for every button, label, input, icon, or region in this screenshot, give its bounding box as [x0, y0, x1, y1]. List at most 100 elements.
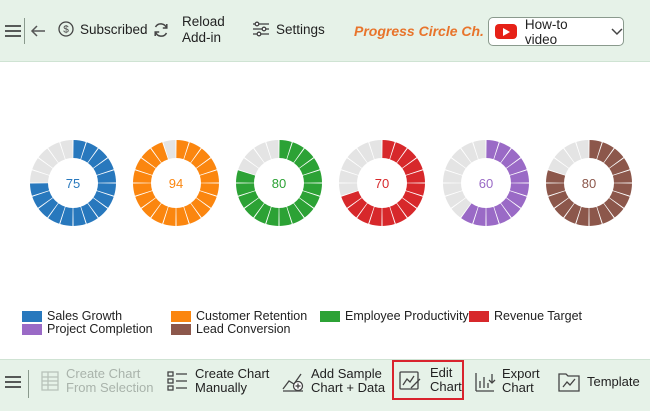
export-chart-line1: Export — [502, 366, 540, 381]
export-chart-button[interactable]: Export Chart — [474, 367, 540, 395]
ring-segment-filled — [81, 203, 98, 224]
add-sample-chart-button[interactable]: Add Sample Chart + Data — [281, 367, 385, 395]
ring-segment-filled — [461, 203, 478, 224]
svg-text:$: $ — [63, 25, 69, 36]
settings-button[interactable]: Settings — [252, 21, 325, 37]
ring-segment-filled — [603, 148, 624, 169]
ring-segment-filled — [609, 191, 630, 208]
ring-segment-filled — [500, 197, 521, 218]
toolbar-divider — [28, 370, 29, 398]
ring-segment-empty — [451, 148, 472, 169]
edit-chart-button[interactable]: Edit Chart — [392, 360, 464, 400]
ring-segment-filled — [486, 206, 499, 226]
ring-segment-filled — [96, 170, 116, 183]
ring-segment-filled — [48, 203, 65, 224]
ring-segment-filled — [402, 191, 423, 208]
create-manually-line2: Manually — [195, 380, 248, 395]
edit-chart-line2: Chart — [430, 379, 462, 394]
hamburger-icon[interactable] — [4, 22, 22, 40]
ring-segment-empty — [254, 142, 271, 163]
ring-value-label: 80 — [582, 176, 596, 191]
ring-segment-filled — [396, 148, 417, 169]
howto-video-dropdown[interactable]: How-to video — [488, 17, 624, 47]
ring-segment-empty — [443, 183, 463, 196]
ring-segment-filled — [60, 206, 73, 226]
settings-label: Settings — [276, 21, 325, 37]
arrow-left-icon[interactable] — [29, 22, 47, 40]
chart-add-icon — [282, 373, 304, 392]
template-button[interactable]: Template — [557, 371, 640, 393]
ring-segment-filled — [38, 197, 59, 218]
ring-segment-empty — [339, 183, 359, 196]
ring-segment-filled — [473, 206, 486, 226]
ring-segment-filled — [509, 170, 529, 183]
ring-segment-empty — [445, 191, 466, 208]
progress-circle-chart: 75 94 80 70 60 80 — [30, 140, 632, 226]
ring-segment-filled — [494, 142, 511, 163]
ring-segment-filled — [347, 197, 368, 218]
ring-segment-empty — [461, 142, 478, 163]
legend-item-employee-productivity: Employee Productivity — [320, 309, 469, 323]
ring-segment-filled — [597, 142, 614, 163]
legend-swatch — [171, 310, 191, 322]
ring-segment-filled — [486, 140, 499, 160]
ring-segment-filled — [184, 142, 201, 163]
ring-segment-empty — [266, 140, 279, 160]
ring-segment-filled — [500, 148, 521, 169]
reload-addin-button[interactable]: Reload Add-in — [152, 14, 226, 46]
create-manually-label: Create Chart Manually — [195, 367, 269, 395]
ring-segment-filled — [87, 148, 108, 169]
export-chart-line2: Chart — [502, 380, 534, 395]
dollar-circle-icon: $ — [58, 21, 74, 37]
legend-item-project-completion: Project Completion — [22, 322, 153, 336]
ring-segment-filled — [390, 142, 407, 163]
legend-swatch — [171, 323, 191, 335]
ring-segment-empty — [548, 158, 569, 175]
ring-segment-filled — [546, 183, 566, 196]
ring-segment-filled — [176, 206, 189, 226]
ring-segment-empty — [369, 140, 382, 160]
ring-segment-filled — [96, 183, 116, 196]
legend-swatch — [22, 310, 42, 322]
ring-segment-filled — [302, 170, 322, 183]
ring-segment-filled — [293, 197, 314, 218]
toolbar-divider — [24, 18, 25, 44]
ring-segment-filled — [151, 142, 168, 163]
ring-value-label: 94 — [169, 176, 183, 191]
ring-segment-empty — [163, 140, 176, 160]
ring-segment-filled — [93, 158, 114, 175]
template-icon — [558, 373, 580, 392]
ring-segment-empty — [445, 158, 466, 175]
ring-segment-filled — [32, 191, 53, 208]
create-chart-from-selection-button[interactable]: Create Chart From Selection — [40, 367, 153, 395]
edit-chart-label: Edit Chart — [430, 366, 462, 394]
ring-segment-filled — [357, 203, 374, 224]
ring-segment-filled — [236, 183, 256, 196]
ring-segment-filled — [548, 191, 569, 208]
ring-segment-filled — [199, 183, 219, 196]
hamburger-icon[interactable] — [4, 373, 22, 391]
ring-segment-filled — [190, 148, 211, 169]
add-sample-line1: Add Sample — [311, 366, 382, 381]
create-manually-line1: Create Chart — [195, 366, 270, 381]
ring-segment-filled — [589, 206, 602, 226]
ring-segment-empty — [48, 142, 65, 163]
ring-segment-filled — [266, 206, 279, 226]
ring-segment-filled — [597, 203, 614, 224]
create-chart-manually-button[interactable]: Create Chart Manually — [167, 367, 269, 395]
ring-segment-filled — [405, 170, 425, 183]
ring-segment-filled — [299, 158, 320, 175]
ring-segment-filled — [554, 197, 575, 218]
reload-label: Reload Add-in — [176, 14, 226, 46]
ring-segment-filled — [184, 203, 201, 224]
ring-segment-empty — [38, 148, 59, 169]
ring-segment-filled — [254, 203, 271, 224]
ring-segment-filled — [287, 142, 304, 163]
ring-value-label: 75 — [66, 176, 80, 191]
subscribed-button[interactable]: $ Subscribed — [58, 21, 148, 37]
template-label: Template — [587, 374, 640, 389]
ring-segment-filled — [390, 203, 407, 224]
progress-ring: 94 — [133, 140, 219, 226]
ring-segment-filled — [612, 170, 632, 183]
ring-segment-empty — [451, 197, 472, 218]
